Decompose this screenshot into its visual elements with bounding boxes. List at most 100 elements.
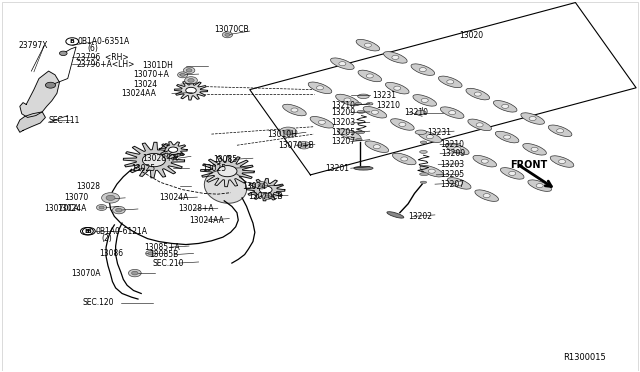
Ellipse shape bbox=[475, 190, 499, 201]
Text: 23796  <RH>: 23796 <RH> bbox=[76, 52, 129, 61]
Circle shape bbox=[102, 193, 120, 203]
Text: 13210: 13210 bbox=[440, 140, 464, 149]
Circle shape bbox=[366, 74, 373, 78]
Ellipse shape bbox=[387, 212, 404, 218]
Polygon shape bbox=[17, 112, 45, 132]
Ellipse shape bbox=[420, 150, 428, 153]
Circle shape bbox=[218, 166, 237, 177]
Ellipse shape bbox=[447, 178, 471, 189]
Text: B: B bbox=[86, 229, 92, 234]
Text: 13203: 13203 bbox=[332, 119, 356, 128]
Circle shape bbox=[129, 269, 141, 277]
Circle shape bbox=[344, 98, 351, 102]
Text: 13209: 13209 bbox=[332, 108, 356, 117]
Ellipse shape bbox=[411, 64, 435, 76]
Polygon shape bbox=[246, 179, 285, 201]
Text: 1301DH: 1301DH bbox=[143, 61, 173, 70]
Text: SEC.111: SEC.111 bbox=[49, 116, 80, 125]
Ellipse shape bbox=[495, 131, 519, 143]
Circle shape bbox=[502, 104, 509, 108]
Ellipse shape bbox=[440, 107, 464, 118]
Circle shape bbox=[148, 252, 154, 255]
Ellipse shape bbox=[358, 70, 381, 82]
Circle shape bbox=[481, 159, 488, 163]
Circle shape bbox=[188, 78, 194, 82]
Circle shape bbox=[116, 208, 122, 212]
Ellipse shape bbox=[420, 166, 444, 177]
Text: 13085+A: 13085+A bbox=[145, 243, 180, 251]
Ellipse shape bbox=[356, 39, 380, 51]
Circle shape bbox=[262, 193, 273, 199]
Circle shape bbox=[504, 135, 511, 139]
Circle shape bbox=[364, 43, 371, 47]
Circle shape bbox=[401, 157, 408, 161]
Circle shape bbox=[184, 77, 197, 84]
Ellipse shape bbox=[204, 170, 246, 203]
Ellipse shape bbox=[523, 144, 547, 155]
Ellipse shape bbox=[468, 119, 492, 131]
Circle shape bbox=[419, 68, 426, 72]
Ellipse shape bbox=[416, 110, 426, 115]
Text: 13202: 13202 bbox=[408, 212, 432, 221]
Circle shape bbox=[509, 171, 516, 176]
Circle shape bbox=[106, 195, 115, 201]
Text: 13085: 13085 bbox=[212, 155, 237, 164]
Text: 13025: 13025 bbox=[202, 164, 226, 173]
Circle shape bbox=[291, 108, 298, 112]
Text: 13070A: 13070A bbox=[71, 269, 100, 278]
Ellipse shape bbox=[415, 130, 427, 135]
Ellipse shape bbox=[500, 168, 524, 179]
Text: 13020: 13020 bbox=[460, 31, 483, 41]
Text: (2): (2) bbox=[102, 234, 113, 243]
Text: 13024AA: 13024AA bbox=[189, 216, 224, 225]
Circle shape bbox=[146, 250, 156, 256]
Circle shape bbox=[476, 123, 483, 127]
Text: 13028: 13028 bbox=[76, 182, 100, 190]
Text: 13028+A: 13028+A bbox=[143, 154, 178, 163]
Ellipse shape bbox=[383, 52, 407, 63]
Circle shape bbox=[219, 166, 236, 176]
Circle shape bbox=[399, 122, 406, 126]
Ellipse shape bbox=[392, 153, 416, 165]
Circle shape bbox=[392, 55, 399, 60]
Circle shape bbox=[529, 116, 536, 121]
Circle shape bbox=[394, 86, 401, 90]
Circle shape bbox=[474, 92, 481, 96]
Ellipse shape bbox=[355, 102, 362, 105]
Circle shape bbox=[298, 141, 310, 149]
Text: 13024: 13024 bbox=[134, 80, 157, 89]
Circle shape bbox=[421, 98, 428, 102]
Ellipse shape bbox=[385, 82, 409, 94]
Circle shape bbox=[317, 86, 323, 90]
Text: FRONT: FRONT bbox=[510, 160, 548, 170]
Ellipse shape bbox=[283, 104, 307, 116]
Circle shape bbox=[536, 184, 543, 187]
Ellipse shape bbox=[466, 88, 490, 100]
Text: 13070+A: 13070+A bbox=[134, 70, 170, 79]
Text: SEC.210: SEC.210 bbox=[153, 259, 184, 267]
Ellipse shape bbox=[358, 94, 369, 99]
Circle shape bbox=[557, 129, 564, 133]
Ellipse shape bbox=[308, 82, 332, 93]
Ellipse shape bbox=[493, 100, 517, 112]
Circle shape bbox=[183, 67, 195, 74]
Circle shape bbox=[259, 186, 272, 193]
Text: 13205: 13205 bbox=[332, 128, 356, 137]
Text: 13070+B: 13070+B bbox=[278, 141, 314, 151]
Circle shape bbox=[144, 154, 164, 166]
Text: 13070CA: 13070CA bbox=[44, 204, 79, 213]
Text: 13231: 13231 bbox=[372, 91, 396, 100]
Text: 13024AA: 13024AA bbox=[121, 89, 156, 98]
Text: R1300015: R1300015 bbox=[563, 353, 605, 362]
Polygon shape bbox=[20, 71, 60, 118]
Text: 13024A: 13024A bbox=[159, 193, 188, 202]
Circle shape bbox=[180, 73, 185, 76]
Ellipse shape bbox=[365, 141, 388, 153]
Ellipse shape bbox=[310, 116, 333, 128]
Circle shape bbox=[279, 127, 297, 137]
Ellipse shape bbox=[445, 143, 469, 155]
Text: B: B bbox=[84, 229, 90, 234]
Text: 13203: 13203 bbox=[440, 160, 464, 169]
Circle shape bbox=[132, 271, 138, 275]
Polygon shape bbox=[159, 142, 187, 158]
